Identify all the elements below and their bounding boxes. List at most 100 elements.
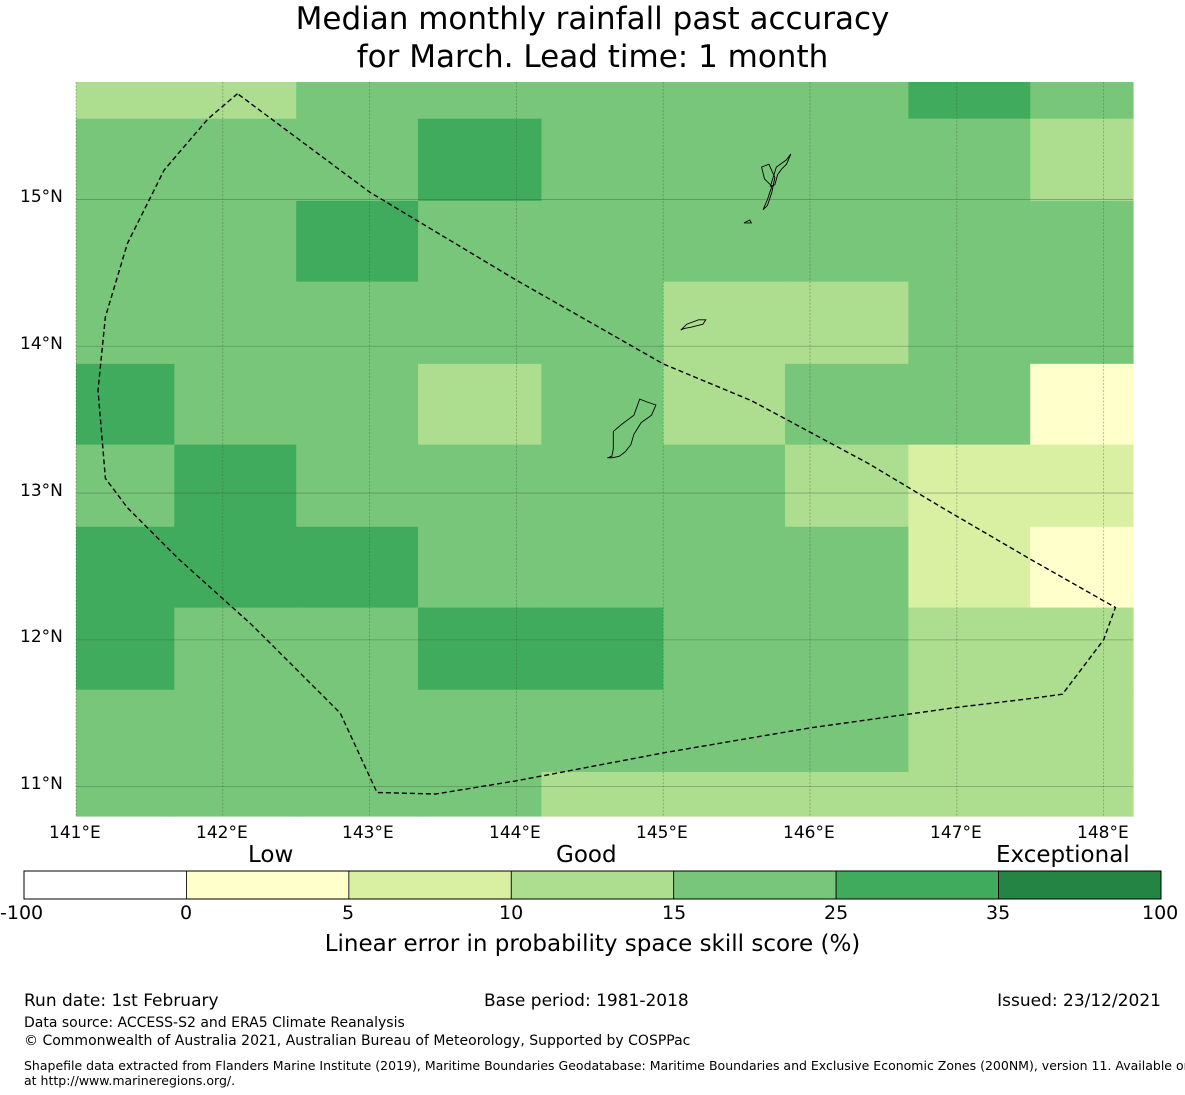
grid-cell [908,526,1031,609]
grid-cell [663,607,786,691]
lat-label-11: 11°N [20,774,63,794]
grid-cell [785,82,909,120]
grid-cell [785,771,909,817]
grid-cell [174,689,297,773]
grid-cell [296,689,419,773]
grid-cell [541,281,664,365]
grid-cell [174,444,297,528]
grid-cell [908,118,1031,202]
grid-cell [663,281,786,365]
grid-cell [908,771,1031,817]
grid-cell [541,444,664,528]
grid-cell [76,363,175,446]
grid-cell [76,444,175,528]
grid-cell [76,200,175,283]
grid-cell [663,200,786,283]
grid-cell [174,607,297,691]
lon-label-148: 148°E [1077,823,1129,843]
grid-cell [908,689,1031,773]
grid-cell [1030,82,1134,120]
cb-tick-5: 25 [824,902,849,924]
run-date: Run date: 1st February [24,991,219,1011]
category-exceptional: Exceptional [996,842,1130,868]
grid-cell [908,607,1031,691]
grid-cell [785,363,909,446]
grid-cell [785,689,909,773]
grid-cell [908,281,1031,365]
grid-cell [785,444,909,528]
grid-cell [76,118,175,202]
grid-cell [541,689,664,773]
grid-cell [296,607,419,691]
cb-tick-3: 10 [499,902,524,924]
grid-cell [174,363,297,446]
graticule [75,82,1133,816]
grid-cell [908,444,1031,528]
grid-cell [1030,689,1134,773]
cb-tick-1: 0 [180,902,193,924]
grid-cell [296,771,419,817]
grid-cell [1030,281,1134,365]
grid-cell [174,200,297,283]
grid-cell [663,526,786,609]
island-outline [743,219,753,224]
colorbar-title: Linear error in probability space skill … [324,931,861,957]
grid-cell [785,200,909,283]
lon-label-142: 142°E [196,823,248,843]
title-line-1: Median monthly rainfall past accuracy [295,1,890,37]
grid-cell [418,118,542,202]
grid-cell [785,607,909,691]
grid-cell [174,82,297,120]
lon-label-146: 146°E [783,823,835,843]
cb-tick-7: 100 [1142,902,1179,924]
skill-score-grid [76,82,1134,817]
grid-cell [1030,363,1134,446]
lon-label-147: 147°E [930,823,982,843]
grid-cell [663,118,786,202]
island-outline [680,319,707,331]
grid-cell [1030,771,1134,817]
colorbar-swatch [835,870,999,900]
title-line-2: for March. Lead time: 1 month [356,39,829,75]
colorbar-swatch [348,870,512,900]
shapefile-credit-line-1: Shapefile data extracted from Flanders M… [24,1058,1185,1073]
grid-cell [1030,444,1134,528]
grid-cell [418,607,542,691]
lat-label-13: 13°N [20,481,63,501]
grid-cell [663,363,786,446]
grid-cell [663,82,786,120]
lon-label-144: 144°E [489,823,541,843]
shapefile-credit-line-2: at http://www.marineregions.org/. [24,1073,236,1088]
category-good: Good [556,842,617,868]
island-outline [761,163,776,211]
grid-cell [174,118,297,202]
lon-label-145: 145°E [636,823,688,843]
grid-cell [76,689,175,773]
grid-cell [541,771,664,817]
grid-cell [541,607,664,691]
category-low: Low [248,842,294,868]
grid-cell [785,118,909,202]
eez-boundary-line [97,93,1117,795]
grid-cell [1030,526,1134,609]
grid-cell [296,200,419,283]
grid-cell [1030,118,1134,202]
grid-cell [1030,607,1134,691]
colorbar-swatch [998,870,1162,900]
grid-cell [785,526,909,609]
grid-cell [663,444,786,528]
grid-cell [663,771,786,817]
colorbar-swatch [673,870,837,900]
grid-cell [418,689,542,773]
colorbar [23,870,1162,900]
colorbar-swatch [23,870,187,900]
grid-cell [174,526,297,609]
base-period: Base period: 1981-2018 [484,991,689,1011]
grid-cell [785,281,909,365]
grid-cell [76,607,175,691]
colorbar-swatch [186,870,350,900]
grid-cell [1030,200,1134,283]
grid-cell [541,118,664,202]
colorbar-swatch [510,870,675,900]
